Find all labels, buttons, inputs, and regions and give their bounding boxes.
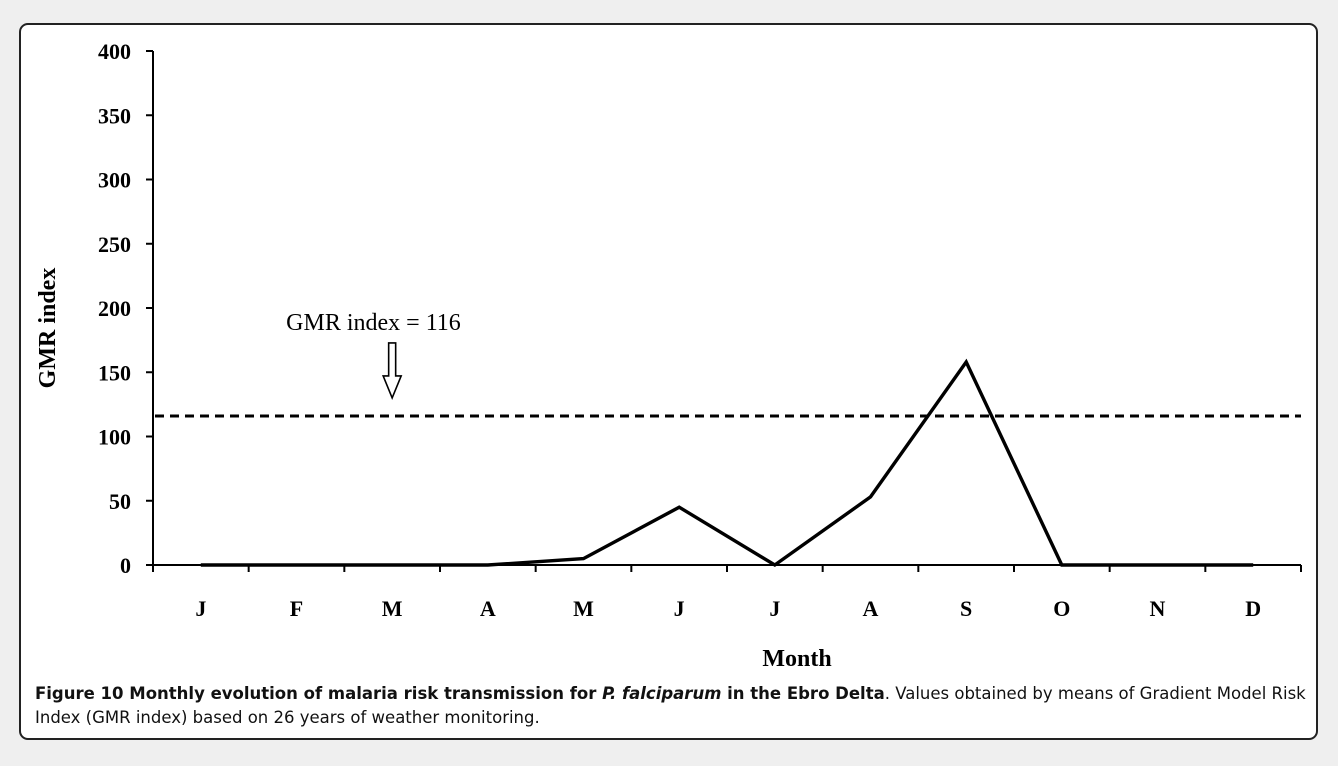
- x-tick-label: A: [863, 596, 879, 621]
- x-tick-label: J: [674, 596, 685, 621]
- y-tick-label: 350: [98, 103, 131, 128]
- threshold-label: GMR index = 116: [286, 310, 461, 336]
- caption-title-post: in the Ebro Delta: [721, 684, 885, 703]
- figure-caption: Figure 10 Monthly evolution of malaria r…: [35, 682, 1310, 730]
- y-tick-label: 50: [109, 489, 131, 514]
- y-tick-label: 400: [98, 39, 131, 64]
- x-tick-label: J: [769, 596, 780, 621]
- caption-figure-label: Figure 10: [35, 684, 124, 703]
- x-tick-label: D: [1245, 596, 1261, 621]
- y-tick-label: 0: [120, 553, 131, 578]
- y-tick-label: 300: [98, 168, 131, 193]
- y-axis-title: GMR index: [35, 268, 61, 389]
- x-tick-label: O: [1053, 596, 1070, 621]
- caption-species: P. falciparum: [602, 684, 722, 703]
- x-axis-title: Month: [762, 646, 831, 672]
- series-line: [200, 358, 1254, 568]
- y-tick-label: 150: [98, 360, 131, 385]
- caption-title: Monthly evolution of malaria risk transm…: [129, 684, 884, 703]
- y-tick-label: 200: [98, 296, 131, 321]
- y-tick-label: 250: [98, 232, 131, 257]
- x-tick-label: M: [573, 596, 594, 621]
- line-chart: 0 50 100 150 200 250 300 350 400 J F M A M J J A S O N D GM…: [35, 39, 1302, 672]
- caption-title-pre: Monthly evolution of malaria risk transm…: [129, 684, 603, 703]
- x-tick-label: J: [195, 596, 206, 621]
- x-tick-label: M: [382, 596, 403, 621]
- x-tick-label: F: [290, 596, 303, 621]
- y-tick-label: 100: [98, 425, 131, 450]
- figure-frame: 0 50 100 150 200 250 300 350 400 J F M A M J J A S O N D GM…: [19, 23, 1318, 740]
- x-tick-label: S: [960, 596, 972, 621]
- y-axis: 0 50 100 150 200 250 300 350 400: [98, 39, 154, 578]
- x-tick-label: A: [480, 596, 496, 621]
- x-tick-label: N: [1150, 596, 1166, 621]
- caption-text: . Values obtained by means of Gradient M…: [35, 684, 1306, 727]
- down-arrow-icon: [381, 342, 403, 401]
